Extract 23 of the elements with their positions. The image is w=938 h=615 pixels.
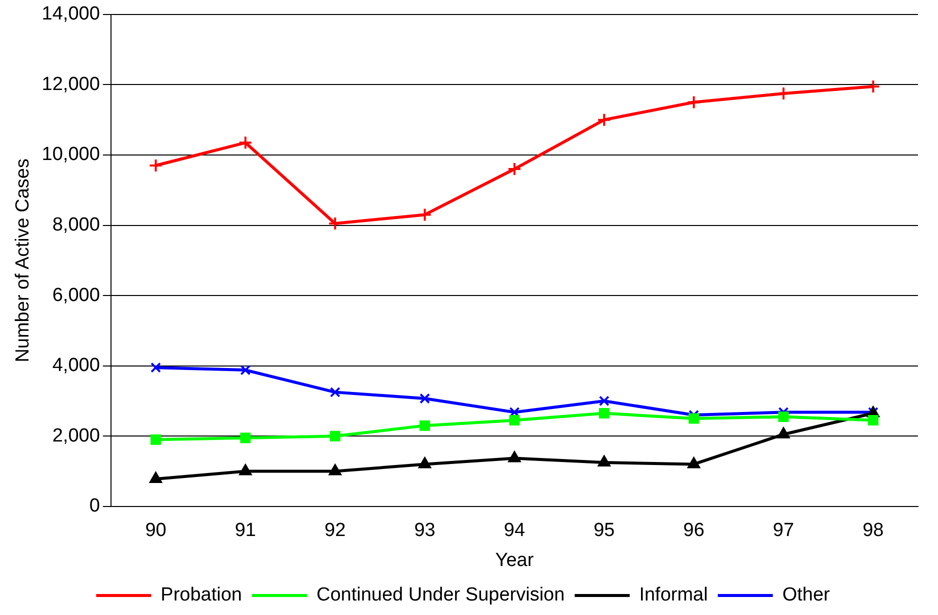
x-tick-label: 96 [683,520,704,542]
x-tick-label: 98 [862,520,884,542]
legend-label: Probation [160,584,242,606]
y-tick-label: 10,000 [42,144,100,166]
legend-label: Continued Under Supervision [316,584,565,606]
x-tick-label: 91 [234,520,256,542]
legend-label: Informal [639,584,708,606]
x-tick-label: 92 [324,520,346,542]
y-tick-label: 0 [89,496,100,517]
legend-label: Other [782,584,831,606]
x-tick-label: 93 [414,520,436,542]
y-tick-label: 8,000 [52,214,100,236]
y-tick-label: 6,000 [52,284,100,306]
x-tick-label: 90 [145,520,166,542]
y-tick-label: 14,000 [42,4,100,25]
x-tick-label: 94 [504,520,526,542]
x-axis-title: Year [495,550,534,571]
y-tick-label: 4,000 [52,355,100,376]
y-tick-label: 12,000 [42,74,100,95]
y-axis-title: Number of Active Cases [12,158,34,362]
x-tick-label: 95 [594,520,615,542]
y-tick-label: 2,000 [52,425,100,446]
x-tick-label: 97 [772,520,794,542]
